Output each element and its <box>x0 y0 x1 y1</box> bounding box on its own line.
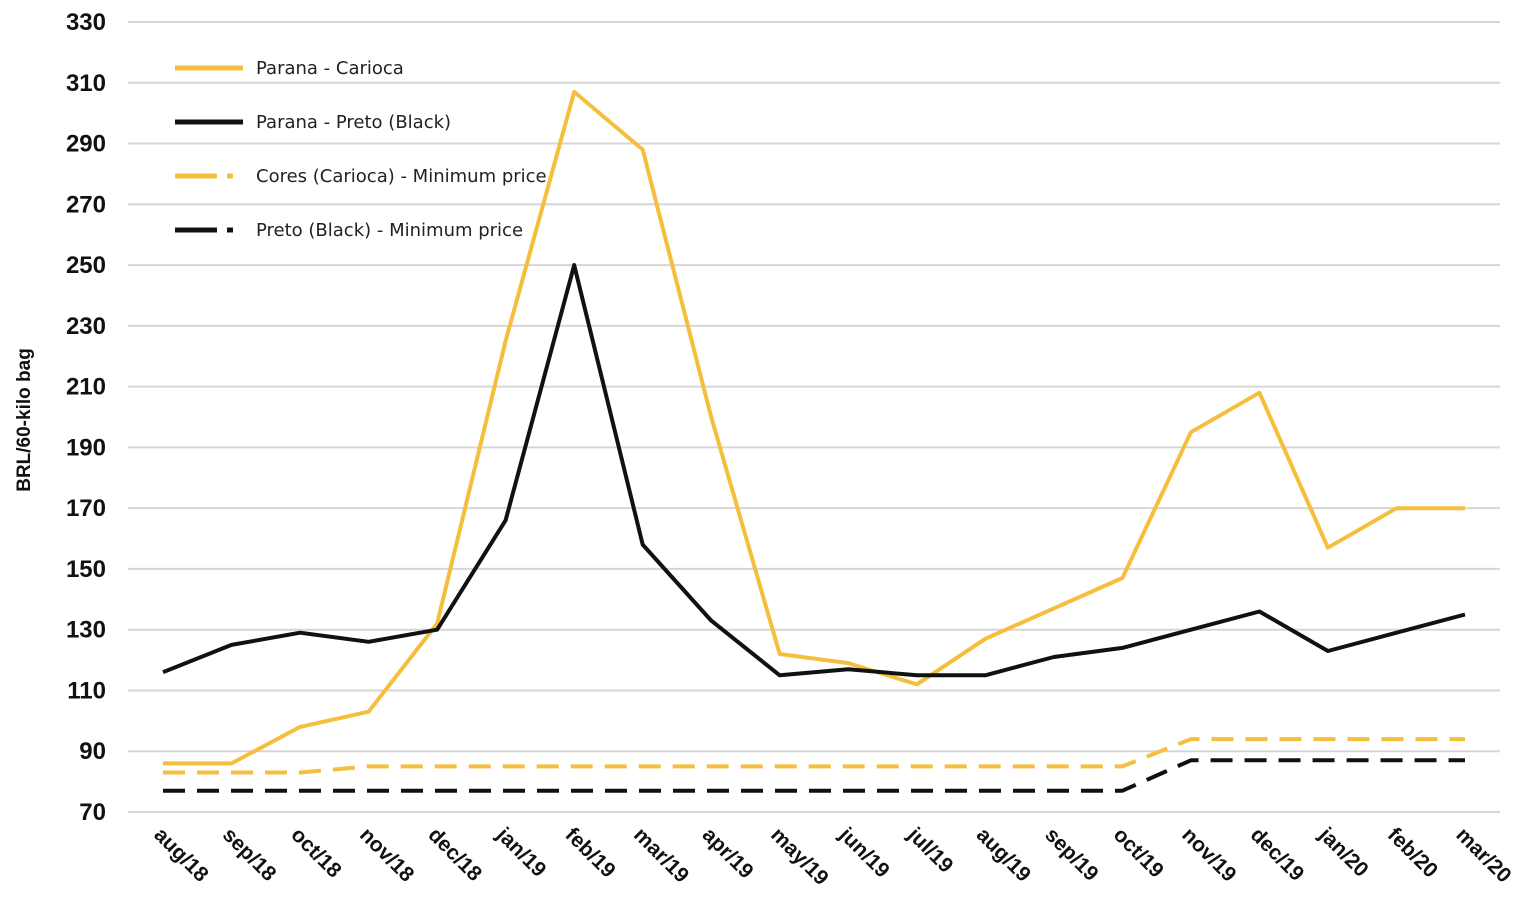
x-tick-label: sep/19 <box>1040 823 1103 886</box>
y-tick-label: 110 <box>67 677 106 704</box>
y-tick-label: 290 <box>66 131 106 158</box>
y-tick-label: 130 <box>66 617 106 644</box>
y-tick-label: 310 <box>66 70 106 97</box>
series-lines <box>162 89 1466 793</box>
legend-label: Cores (Carioca) - Minimum price <box>256 166 547 187</box>
y-tick-label: 150 <box>66 556 106 583</box>
x-tick-label: jun/19 <box>834 823 894 883</box>
x-tick-label: jul/19 <box>903 823 958 878</box>
x-tick-label: oct/19 <box>1109 823 1168 882</box>
x-tick-label: sep/18 <box>218 823 281 886</box>
legend-label: Parana - Carioca <box>256 58 404 79</box>
y-tick-label: 90 <box>79 738 106 765</box>
x-tick-label: nov/18 <box>355 823 419 887</box>
x-tick-label: may/19 <box>766 823 833 890</box>
x-axis-ticks: aug/18 sep/18 oct/18 nov/18 dec/18 jan/19 feb/… <box>149 823 1515 890</box>
x-tick-label: aug/19 <box>972 823 1035 886</box>
x-tick-label: dec/19 <box>1246 823 1309 886</box>
legend: Parana - Carioca Parana - Preto (Black) Co… <box>175 58 547 241</box>
x-tick-label: oct/18 <box>287 823 346 882</box>
y-tick-label: 230 <box>66 313 106 340</box>
y-tick-label: 190 <box>66 434 106 461</box>
x-tick-label: feb/20 <box>1383 823 1442 882</box>
series-line <box>163 737 1465 775</box>
y-tick-label: 250 <box>66 252 106 279</box>
legend-label: Parana - Preto (Black) <box>256 112 451 133</box>
gridlines <box>128 21 1500 813</box>
x-tick-label: jan/20 <box>1314 823 1373 882</box>
x-tick-label: jan/19 <box>491 823 550 882</box>
series-line <box>163 758 1465 793</box>
y-tick-label: 210 <box>66 374 106 401</box>
y-tick-label: 330 <box>66 9 106 36</box>
x-tick-label: feb/19 <box>561 823 620 882</box>
y-tick-label: 270 <box>66 191 106 218</box>
x-tick-label: dec/18 <box>424 823 487 886</box>
x-tick-label: mar/20 <box>1451 823 1515 887</box>
y-tick-label: 70 <box>79 799 106 826</box>
y-axis-label: BRL/60-kilo bag <box>14 348 35 492</box>
legend-label: Preto (Black) - Minimum price <box>256 220 523 241</box>
series-line <box>162 263 1466 678</box>
series-line <box>163 89 1465 766</box>
x-tick-label: aug/18 <box>149 823 213 887</box>
x-tick-label: apr/19 <box>698 823 758 883</box>
x-tick-label: nov/19 <box>1177 823 1240 886</box>
x-tick-label: mar/19 <box>629 823 693 887</box>
y-axis-ticks: 70 90 110 130 150 170 190 210 230 250 270 290 310 330 <box>66 9 106 826</box>
y-tick-label: 170 <box>66 495 106 522</box>
